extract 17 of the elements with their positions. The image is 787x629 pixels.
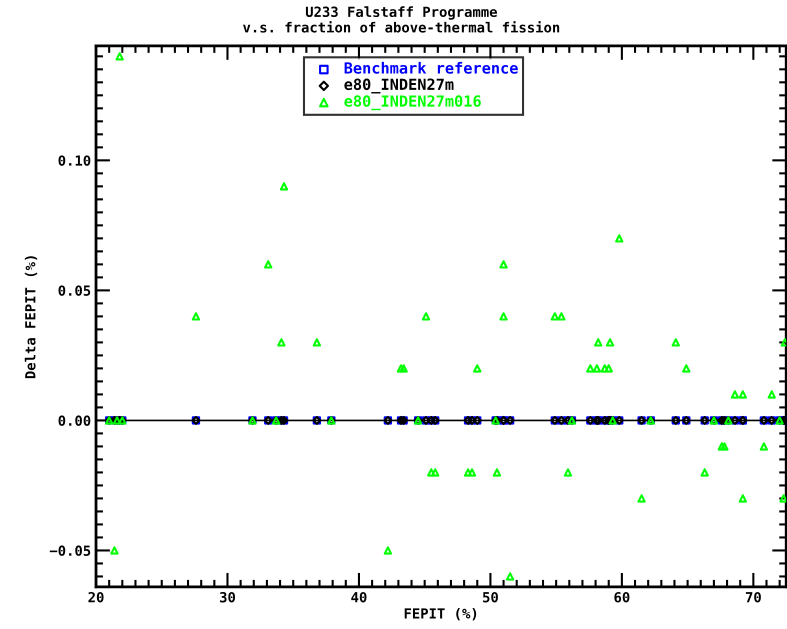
x-tick-label: 20 <box>88 592 104 602</box>
x-tick-label: 40 <box>351 592 366 602</box>
y-tick-label: 0.05 <box>58 285 90 296</box>
x-axis-title: FEPIT (%) <box>404 608 476 620</box>
chart-subtitle: v.s. fraction of above-thermal fission <box>243 21 560 33</box>
y-tick-label: 0.10 <box>58 155 90 166</box>
x-tick-label: 50 <box>483 592 498 602</box>
x-tick-label: 70 <box>746 592 761 602</box>
x-tick-label: 60 <box>614 592 630 602</box>
chart-title: U233 Falstaff Programme <box>306 6 497 20</box>
legend-label: e80_INDEN27m <box>344 78 454 94</box>
y-axis-title: Delta FEPIT (%) <box>24 256 38 378</box>
legend-label: e80_INDEN27m016 <box>344 95 481 110</box>
y-tick-label: 0.00 <box>58 415 90 426</box>
legend-label: Benchmark reference <box>344 62 518 74</box>
y-tick-label: −0.05 <box>50 545 90 556</box>
x-tick-label: 30 <box>220 592 236 602</box>
